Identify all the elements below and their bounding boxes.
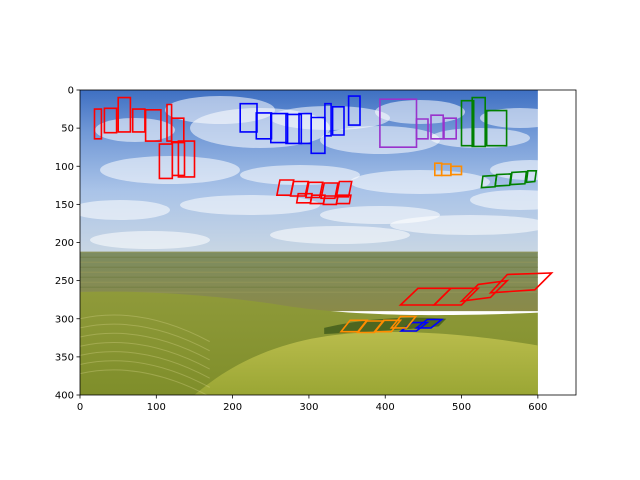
annotation-group-7 <box>480 170 538 189</box>
annotation-box <box>158 143 174 180</box>
annotation-box <box>93 108 103 140</box>
y-tick-label: 250 <box>55 276 74 287</box>
annotation-box <box>347 95 361 126</box>
annotation-box <box>289 180 310 197</box>
annotation-box <box>117 96 132 133</box>
field-band <box>80 256 538 258</box>
y-tick-label: 50 <box>61 124 74 135</box>
field-band <box>80 276 538 278</box>
text-annotations <box>93 95 554 334</box>
annotation-box <box>379 98 418 148</box>
field-band <box>80 266 538 268</box>
cloud <box>95 118 175 142</box>
hill-ridge <box>80 341 210 370</box>
y-tick-label: 350 <box>55 352 74 363</box>
annotation-group-4 <box>379 98 458 148</box>
field-band <box>80 251 538 253</box>
annotation-group-10 <box>398 272 554 306</box>
annotation-box <box>450 165 463 176</box>
cloud <box>270 226 410 244</box>
x-tick-label: 300 <box>299 402 318 413</box>
annotation-box <box>525 170 538 184</box>
annotation-box <box>320 182 339 200</box>
cloud <box>480 108 560 128</box>
hill-ridge <box>80 314 210 343</box>
hill-ridge <box>80 323 210 352</box>
y-tick-label: 400 <box>55 391 74 402</box>
cloud <box>190 108 330 148</box>
y-tick-label: 200 <box>55 238 74 249</box>
cloud <box>240 165 360 185</box>
cloud <box>80 200 170 220</box>
hill-ridge <box>80 332 210 361</box>
x-tick-label: 400 <box>376 402 395 413</box>
cloud <box>430 128 530 148</box>
x-tick-label: 0 <box>77 402 83 413</box>
annotation-box <box>324 102 332 137</box>
cloud <box>350 170 490 194</box>
annotation-group-6 <box>433 162 463 177</box>
field-band <box>80 286 538 288</box>
annotation-box <box>304 181 324 199</box>
x-tick-label: 500 <box>452 402 471 413</box>
cloud <box>90 231 210 249</box>
annotation-group-3 <box>239 95 361 155</box>
y-tick-label: 100 <box>55 162 74 173</box>
annotation-box <box>335 194 352 205</box>
tree-line <box>324 317 447 334</box>
annotation-group-8 <box>275 179 353 200</box>
annotation-box <box>443 117 458 140</box>
annotation-box <box>177 140 196 178</box>
x-axis-ticks: 0 100 200 300 400 500 600 <box>77 395 547 413</box>
annotation-box <box>432 287 481 306</box>
annotation-group-9 <box>295 192 352 206</box>
annotation-box <box>335 180 353 198</box>
annotation-box <box>103 107 118 134</box>
annotation-box <box>389 315 418 329</box>
annotation-box <box>471 96 487 148</box>
annotation-box <box>485 109 508 147</box>
annotation-group-2 <box>158 117 196 180</box>
x-tick-label: 200 <box>223 402 242 413</box>
annotation-box <box>372 319 403 333</box>
cloud <box>470 190 570 210</box>
y-tick-label: 300 <box>55 314 74 325</box>
cloud <box>100 156 240 184</box>
annotation-box <box>488 272 554 294</box>
annotation-box <box>414 318 445 329</box>
y-tick-label: 0 <box>68 86 74 97</box>
x-tick-label: 600 <box>528 402 547 413</box>
hill-ridge <box>80 351 210 379</box>
annotation-box <box>415 118 429 140</box>
cloud <box>375 100 465 124</box>
field-band <box>80 261 538 263</box>
annotation-group-12 <box>339 315 418 334</box>
field-band <box>80 281 538 283</box>
annotation-group-5 <box>460 96 508 148</box>
hill-ridge <box>80 369 208 395</box>
field-band <box>80 291 538 293</box>
y-tick-label: 150 <box>55 200 74 211</box>
x-tick-label: 100 <box>147 402 166 413</box>
y-axis-ticks: 0 50 100 150 200 250 300 350 400 <box>55 86 80 402</box>
cloud <box>390 215 550 235</box>
annotation-box <box>310 116 326 155</box>
field-band <box>80 271 538 273</box>
annotation-box <box>459 279 510 303</box>
annotation-box <box>509 170 528 186</box>
hill-ridge <box>80 360 210 388</box>
annotation-box <box>144 109 162 142</box>
annotation-box <box>331 106 345 136</box>
cloud <box>180 195 320 215</box>
valley <box>194 332 538 395</box>
